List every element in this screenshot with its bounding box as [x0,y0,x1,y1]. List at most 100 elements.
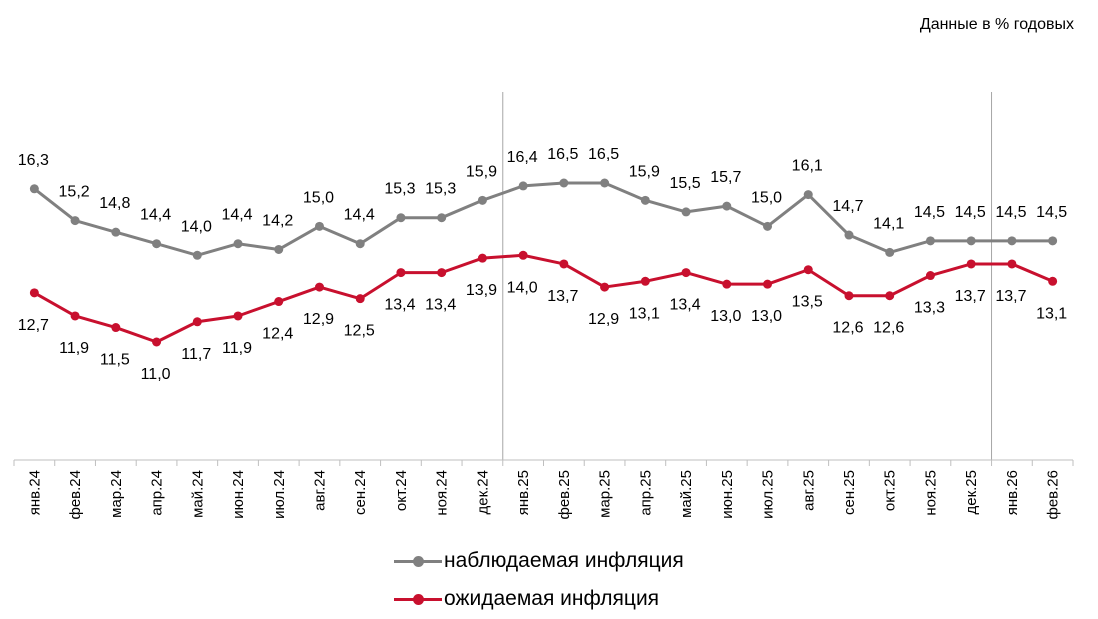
x-tick-label: окт.24 [393,470,410,511]
x-tick-label: янв.26 [1004,470,1021,515]
point-observed [885,247,895,257]
point-expected [477,253,487,263]
point-expected [111,323,121,333]
data-label-observed: 15,0 [751,189,782,206]
series-points [29,178,1058,347]
point-observed [70,216,80,226]
data-label-observed: 15,9 [629,163,660,180]
data-label-expected: 13,4 [425,297,456,314]
x-tick-label: авг.24 [311,470,328,511]
data-label-expected: 12,4 [262,326,293,343]
data-label-expected: 12,5 [344,323,375,340]
x-axis [13,459,1074,466]
point-expected [681,268,691,278]
data-label-observed: 15,3 [425,181,456,198]
x-tick-label: авг.25 [800,470,817,511]
data-label-expected: 12,7 [18,317,49,334]
data-label-expected: 13,5 [792,294,823,311]
point-observed [396,213,406,223]
point-observed [600,178,610,188]
point-observed [1007,236,1017,246]
point-expected [274,297,284,307]
data-label-observed: 14,1 [873,215,904,232]
point-expected [1048,276,1058,286]
legend-label-observed: наблюдаемая инфляция [444,549,684,572]
point-observed [477,195,487,205]
x-tick-label: мар.25 [597,470,614,518]
x-tick-label: сен.24 [352,470,369,515]
x-tick-label: июл.24 [271,470,288,519]
point-observed [314,221,324,231]
point-expected [925,271,935,281]
data-label-observed: 14,0 [181,218,212,235]
data-label-observed: 15,3 [384,181,415,198]
data-label-expected: 13,7 [995,288,1026,305]
data-label-expected: 12,6 [873,320,904,337]
data-label-observed: 14,4 [221,207,252,224]
point-observed [722,201,732,211]
point-expected [233,311,243,321]
data-label-observed: 16,4 [507,149,538,166]
point-observed [559,178,569,188]
data-label-expected: 13,1 [1036,305,1067,322]
x-tick-label: дек.25 [963,470,980,515]
x-tick-label: мар.24 [108,470,125,518]
data-label-expected: 13,0 [751,308,782,325]
data-label-observed: 14,7 [832,198,863,215]
year-separators [502,92,993,460]
point-expected [192,317,202,327]
data-label-expected: 12,9 [303,311,334,328]
point-observed [763,221,773,231]
data-label-expected: 13,4 [669,297,700,314]
data-label-observed: 14,2 [262,212,293,229]
data-labels: 16,3 15,2 14,8 14,4 14,0 14,4 14,2 15,0 14,4 15,3… [18,146,1068,383]
data-label-observed: 16,5 [588,146,619,163]
point-expected [763,279,773,289]
x-tick-label: май.25 [678,470,695,518]
data-label-observed: 16,3 [18,152,49,169]
point-observed [966,236,976,246]
x-tick-label: дек.24 [474,470,491,515]
point-expected [722,279,732,289]
legend-label-expected: ожидаемая инфляция [444,587,660,610]
point-observed [152,239,162,249]
x-tick-label: янв.25 [515,470,532,515]
point-expected [966,259,976,269]
data-label-expected: 11,7 [181,346,211,363]
legend-swatch-expected [394,589,442,609]
legend-item-expected: ожидаемая инфляция [394,580,684,618]
point-expected [437,268,447,278]
unit-note: Данные в % годовых [919,16,1074,33]
data-label-observed: 14,4 [344,207,375,224]
data-label-observed: 15,0 [303,189,334,206]
data-label-expected: 13,3 [914,300,945,317]
data-label-expected: 13,1 [629,305,660,322]
point-observed [1048,236,1058,246]
point-observed [844,230,854,240]
point-observed [29,184,39,194]
point-observed [437,213,447,223]
x-tick-label: апр.25 [637,470,654,516]
data-label-expected: 12,6 [832,320,863,337]
data-label-expected: 11,9 [222,340,252,357]
data-label-observed: 14,4 [140,207,171,224]
point-observed [233,239,243,249]
point-expected [1007,259,1017,269]
point-expected [844,291,854,301]
series-line-expected [33,253,1054,344]
data-label-observed: 15,5 [669,175,700,192]
data-label-expected: 13,7 [547,288,578,305]
data-label-expected: 13,7 [955,288,986,305]
x-tick-label: сен.25 [841,470,858,515]
point-expected [152,337,162,347]
x-tick-label: май.24 [189,470,206,518]
point-observed [803,190,813,200]
series-line-observed [33,181,1053,257]
point-expected [396,268,406,278]
data-label-observed: 14,5 [914,204,945,221]
point-expected [559,259,569,269]
x-tick-labels: янв.24 фев.24 мар.24 апр.24 май.24 июн.24 июл.… [26,470,1061,520]
x-tick-label: апр.24 [149,470,166,516]
legend: наблюдаемая инфляция ожидаемая инфляция [394,542,684,618]
data-label-observed: 14,5 [1036,204,1067,221]
